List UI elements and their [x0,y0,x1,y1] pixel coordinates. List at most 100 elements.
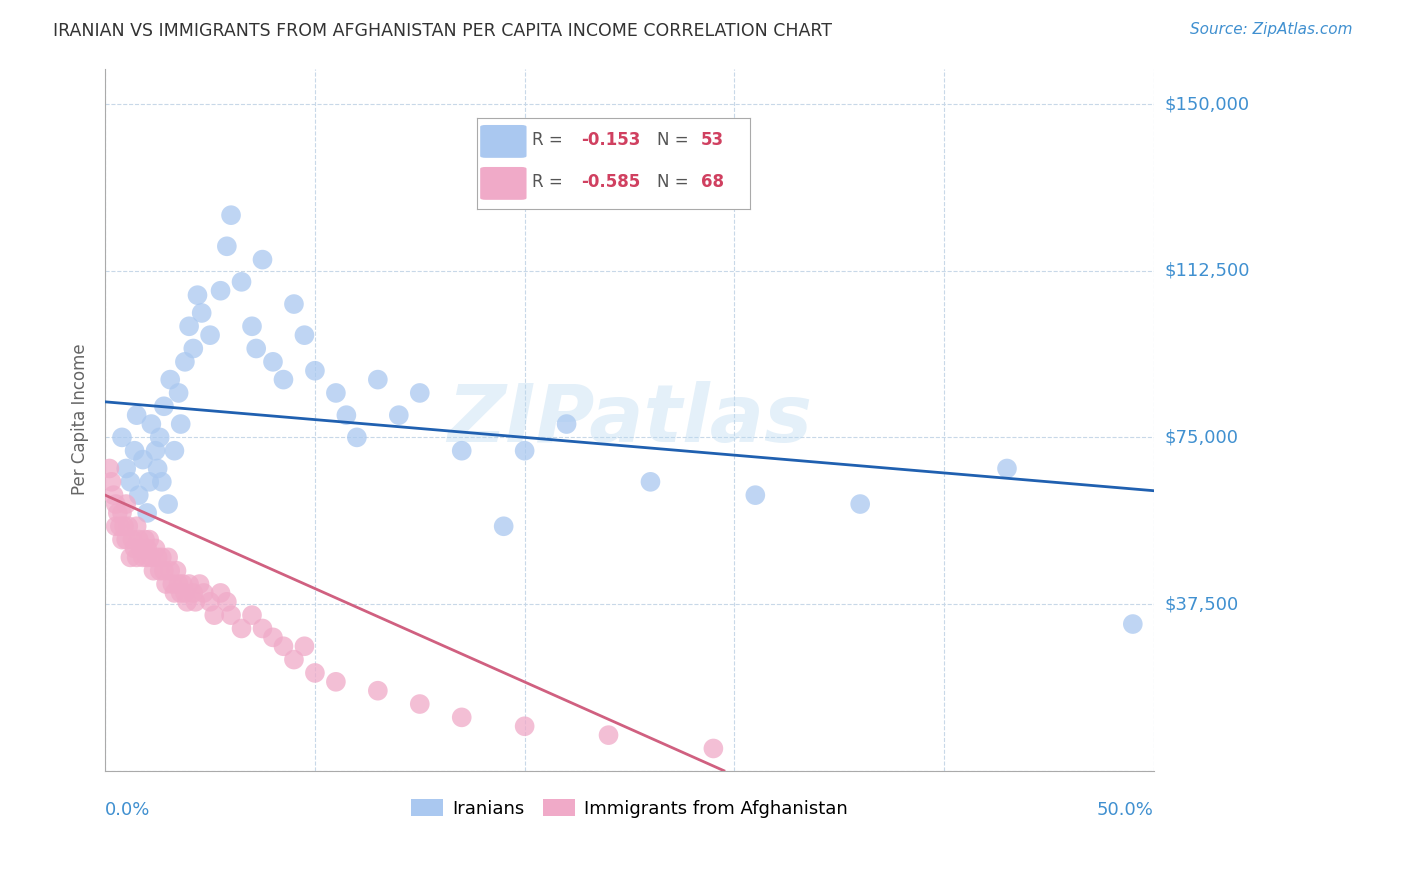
Point [1122,617,1144,632]
Point [513,719,536,733]
Point [304,665,326,680]
Point [120,550,142,565]
Point [409,697,432,711]
Point [198,595,221,609]
Point [252,622,274,636]
Point [273,640,295,654]
Point [163,443,186,458]
Point [121,533,143,547]
Legend: Iranians, Immigrants from Afghanistan: Iranians, Immigrants from Afghanistan [404,792,855,825]
Point [115,533,138,547]
Point [162,577,184,591]
Y-axis label: Per Capita Income: Per Capita Income [72,343,89,495]
Point [262,355,284,369]
Point [111,506,134,520]
Point [215,239,238,253]
Point [103,488,125,502]
Point [145,443,167,458]
Point [198,328,221,343]
Point [138,475,160,489]
Point [150,475,173,489]
Text: $150,000: $150,000 [1166,95,1250,113]
Point [215,595,238,609]
Point [124,541,146,556]
Point [283,652,305,666]
Point [142,564,165,578]
Point [367,683,389,698]
Point [367,373,389,387]
Text: Source: ZipAtlas.com: Source: ZipAtlas.com [1189,22,1353,37]
Point [146,461,169,475]
Point [136,541,159,556]
Point [231,622,253,636]
Point [409,386,432,401]
Text: 0.0%: 0.0% [105,801,150,819]
Point [112,519,135,533]
Point [388,408,411,422]
Point [598,728,620,742]
Point [157,550,180,565]
Point [145,541,167,556]
Point [153,564,176,578]
Text: IRANIAN VS IMMIGRANTS FROM AFGHANISTAN PER CAPITA INCOME CORRELATION CHART: IRANIAN VS IMMIGRANTS FROM AFGHANISTAN P… [53,22,832,40]
Point [159,564,181,578]
Text: ZIPatlas: ZIPatlas [447,381,813,458]
Point [193,586,215,600]
Point [128,488,150,502]
Point [146,550,169,565]
Point [100,475,122,489]
Point [262,631,284,645]
Point [166,564,188,578]
Point [174,355,197,369]
Point [132,550,155,565]
Point [181,342,204,356]
Point [177,577,200,591]
Point [294,640,316,654]
Point [163,586,186,600]
Point [174,586,197,600]
Point [108,519,131,533]
Point [125,519,148,533]
Point [104,519,127,533]
Point [325,386,347,401]
Point [231,275,253,289]
Point [136,550,159,565]
Point [125,408,148,422]
Point [128,533,150,547]
Point [117,519,139,533]
Point [172,577,194,591]
Point [134,533,156,547]
Point [129,541,152,556]
Text: $37,500: $37,500 [1166,595,1239,613]
Point [176,595,198,609]
Point [167,386,190,401]
Point [155,577,177,591]
Point [115,461,138,475]
Point [170,417,193,431]
Point [555,417,578,431]
Point [245,342,267,356]
Point [107,506,129,520]
Point [170,586,193,600]
Point [98,461,121,475]
Point [209,284,232,298]
Point [995,461,1018,475]
Point [190,306,212,320]
Point [325,674,347,689]
Point [181,586,204,600]
Point [167,577,190,591]
Point [744,488,766,502]
Point [159,373,181,387]
Point [149,564,172,578]
Point [124,443,146,458]
Text: $75,000: $75,000 [1166,428,1239,446]
Point [138,533,160,547]
Point [240,319,263,334]
Point [240,608,263,623]
Point [513,443,536,458]
Point [450,443,472,458]
Text: 50.0%: 50.0% [1097,801,1154,819]
Point [702,741,724,756]
Point [252,252,274,267]
Point [209,586,232,600]
